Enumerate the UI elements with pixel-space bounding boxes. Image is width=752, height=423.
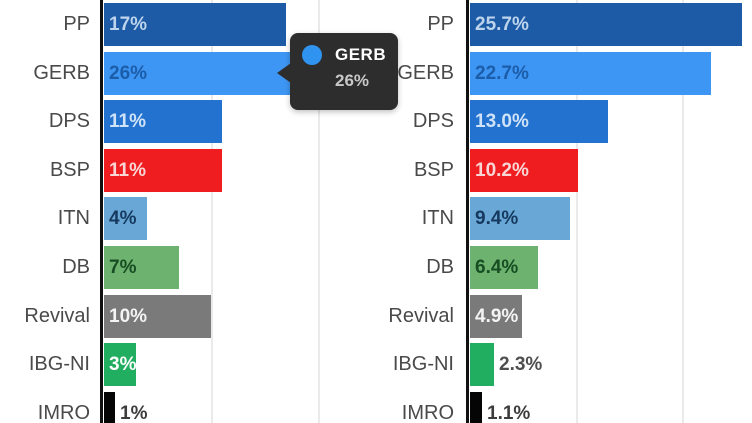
category-label-revival: Revival bbox=[24, 304, 90, 327]
category-label-revival: Revival bbox=[388, 304, 454, 327]
bar-itn[interactable] bbox=[470, 197, 570, 241]
bar-dps[interactable] bbox=[104, 100, 222, 144]
value-label-ibg-ni: 2.3% bbox=[499, 354, 543, 376]
value-label-bsp: 10.2% bbox=[475, 159, 529, 181]
category-label-pp: PP bbox=[427, 13, 454, 35]
category-label-bsp: BSP bbox=[413, 158, 454, 181]
value-label-revival: 10% bbox=[109, 305, 148, 327]
value-label-gerb: 22.7% bbox=[475, 62, 529, 84]
gridline-20pct bbox=[318, 0, 320, 423]
category-label-ibg-ni: IBG-NI bbox=[28, 353, 90, 376]
value-label-imro: 1.1% bbox=[487, 402, 531, 423]
value-label-dps: 11% bbox=[109, 111, 146, 133]
bar-ibg-ni[interactable] bbox=[470, 343, 494, 387]
category-label-ibg-ni: IBG-NI bbox=[392, 353, 454, 376]
y-axis-line bbox=[466, 0, 469, 423]
category-label-itn: ITN bbox=[421, 207, 454, 230]
value-label-ibg-ni: 3% bbox=[109, 354, 137, 376]
value-label-bsp: 11% bbox=[109, 159, 146, 181]
category-label-dps: DPS bbox=[412, 110, 454, 133]
value-label-db: 6.4% bbox=[475, 257, 519, 278]
category-label-gerb: GERB bbox=[397, 61, 454, 84]
category-label-db: DB bbox=[62, 256, 90, 278]
gridline-10pct bbox=[211, 0, 213, 423]
bar-bsp[interactable] bbox=[104, 148, 222, 192]
bar-db[interactable] bbox=[470, 246, 538, 289]
tooltip: GERB 26% bbox=[277, 33, 398, 110]
value-label-itn: 9.4% bbox=[475, 208, 519, 230]
tooltip-value: 26% bbox=[335, 71, 370, 90]
bar-gerb[interactable] bbox=[470, 51, 711, 95]
y-axis-line bbox=[100, 0, 103, 423]
category-label-gerb: GERB bbox=[33, 61, 90, 84]
value-label-dps: 13.0% bbox=[475, 111, 529, 133]
category-label-pp: PP bbox=[63, 13, 90, 35]
value-label-itn: 4% bbox=[109, 208, 137, 230]
value-label-gerb: 26% bbox=[109, 62, 148, 84]
value-label-db: 7% bbox=[109, 257, 137, 278]
bar-db[interactable] bbox=[104, 246, 179, 289]
category-label-imro: IMRO bbox=[37, 401, 90, 423]
value-label-revival: 4.9% bbox=[475, 305, 519, 327]
bar-revival[interactable] bbox=[104, 294, 211, 338]
category-label-db: DB bbox=[426, 256, 454, 278]
bar-ibg-ni[interactable] bbox=[104, 343, 136, 387]
tooltip-arrow-left-icon bbox=[277, 63, 291, 83]
gridline-20pct bbox=[682, 0, 684, 423]
bar-dps[interactable] bbox=[470, 100, 608, 144]
tooltip-party-name: GERB bbox=[335, 45, 387, 64]
value-label-imro: 1% bbox=[120, 402, 148, 423]
bar-pp[interactable] bbox=[470, 3, 742, 46]
bar-revival[interactable] bbox=[470, 294, 522, 338]
category-label-dps: DPS bbox=[48, 110, 90, 133]
bar-pp[interactable] bbox=[104, 3, 286, 46]
gridline-10pct bbox=[576, 0, 578, 423]
value-label-pp: 25.7% bbox=[475, 14, 529, 35]
bar-imro[interactable] bbox=[104, 391, 115, 423]
bar-itn[interactable] bbox=[104, 197, 147, 241]
bar-bsp[interactable] bbox=[470, 148, 578, 192]
value-label-pp: 17% bbox=[109, 14, 148, 35]
bar-imro[interactable] bbox=[470, 391, 482, 423]
category-label-bsp: BSP bbox=[49, 158, 90, 181]
category-label-itn: ITN bbox=[57, 207, 90, 230]
category-label-imro: IMRO bbox=[401, 401, 454, 423]
series-dot-icon bbox=[302, 45, 322, 65]
